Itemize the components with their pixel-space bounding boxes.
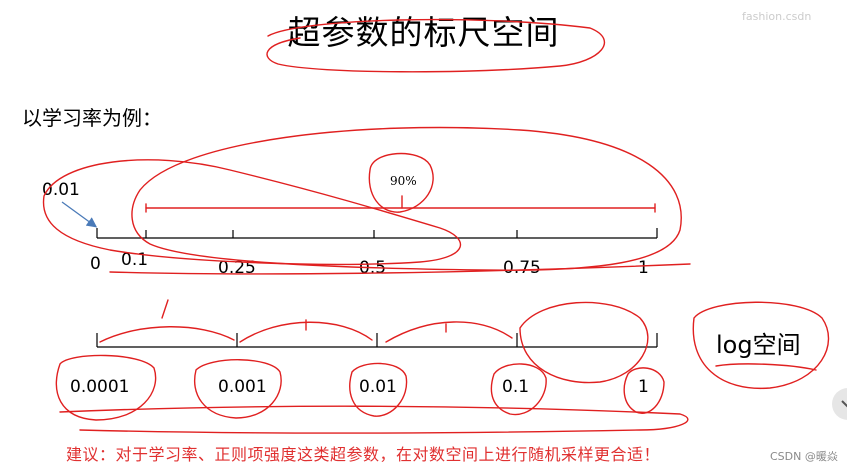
log-label-circle (349, 362, 408, 417)
log-space-circle (692, 301, 830, 390)
suggestion-text: 建议：对于学习率、正则项强度这类超参数，在对数空间上进行随机采样更合适！ (66, 445, 661, 464)
pointer-arrow (61, 201, 98, 228)
linear-tick-label: 0.25 (218, 258, 256, 278)
title-scribble (266, 18, 606, 73)
log-label-circle (623, 367, 665, 414)
chevron-down-icon (841, 400, 847, 408)
linear-tick-label: 0 (90, 254, 101, 274)
small-range-loop (42, 159, 462, 266)
log-space-underline (715, 363, 817, 371)
log-arc (385, 321, 513, 343)
log-last-circle (519, 301, 649, 384)
log-arc-tick (161, 299, 169, 319)
percent-annotation: 90% (390, 174, 417, 188)
log-tick-label: 0.001 (218, 377, 267, 397)
log-arc (239, 321, 373, 343)
log-underline-scribble (59, 405, 689, 434)
percent-circle (368, 152, 434, 213)
log-tick-label: 1 (638, 377, 649, 397)
log-axis (96, 333, 658, 348)
log-label-circle (194, 359, 282, 419)
watermark: CSDN @暖焱 (770, 450, 838, 463)
intro-text: 以学习率为例： (22, 106, 162, 130)
side-scroll-button[interactable] (832, 388, 847, 420)
red-ink-annotations (42, 18, 830, 434)
log-space-label: log空间 (716, 331, 801, 359)
log-label-circle (490, 363, 547, 416)
linear-tick-label: 0.75 (503, 258, 541, 278)
log-label-circle (55, 354, 157, 421)
watermark-faint: fashion.csdn (742, 10, 812, 23)
axis-underline (109, 263, 691, 275)
linear-axis (96, 228, 658, 239)
log-arc (99, 326, 235, 343)
large-range-loop (131, 126, 682, 271)
log-tick-label: 0.01 (359, 377, 397, 397)
linear-tick-label: 1 (638, 258, 649, 278)
log-tick-label: 0.0001 (70, 377, 130, 397)
log-tick-label: 0.1 (502, 377, 530, 397)
